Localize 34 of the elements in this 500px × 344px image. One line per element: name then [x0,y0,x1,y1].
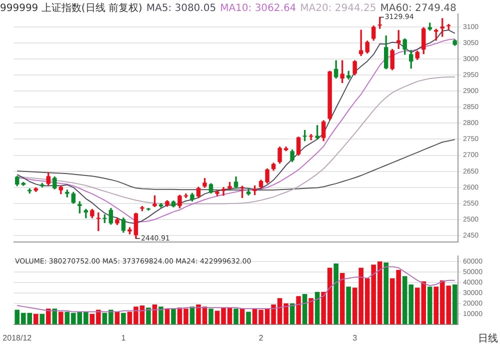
candlestick [96,212,101,232]
candlestick [221,187,226,196]
bar [452,284,458,324]
x-tick-label: 1 [121,333,126,342]
bar [158,306,164,324]
bar [384,262,388,324]
bar [240,308,245,324]
bar [171,308,176,324]
text: MA10: 3062.64 [220,3,296,14]
bar [40,314,45,324]
text: MA5: 3080.05 [146,3,216,14]
chart-title: 999999 上证指数(日线 前复权) [0,3,142,14]
bar [346,286,351,324]
bar [58,312,64,324]
text: 日线 [478,332,498,344]
bar [46,308,51,324]
x-tick-label: 3 [352,333,358,342]
bar [146,308,151,324]
candlestick [184,194,188,198]
text: MA20: 2944.25 [300,3,376,14]
bar [308,298,314,324]
x-tick-label: 2018/12 [2,333,32,342]
x-tick-label: 2 [258,333,264,342]
text: MA60: 2749.48 [380,3,456,14]
bar [208,308,214,324]
bar [246,312,251,324]
bar [427,286,432,324]
bar [121,312,126,324]
bar [33,314,38,324]
bar [234,308,238,324]
bar [340,272,345,324]
candlestick [308,134,314,140]
bar [334,264,338,324]
bar [296,296,301,324]
